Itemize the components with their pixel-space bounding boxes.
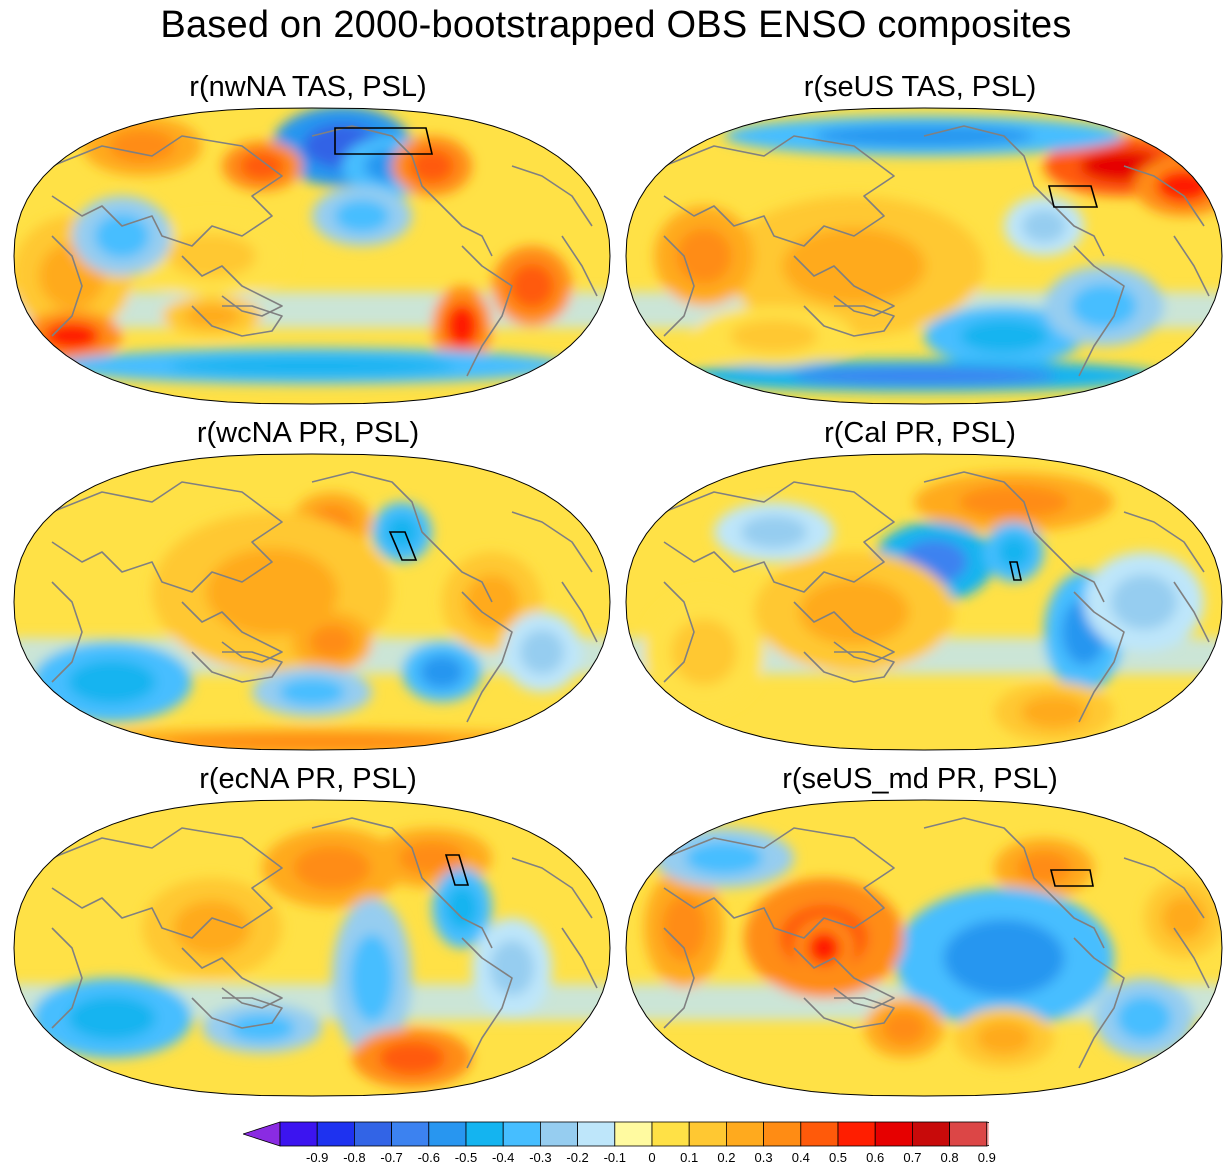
colorbar-swatch bbox=[912, 1121, 951, 1147]
colorbar-swatch bbox=[725, 1121, 764, 1147]
colorbar-swatch bbox=[837, 1121, 876, 1147]
colorbar-swatch bbox=[763, 1121, 802, 1147]
colorbar-swatch bbox=[614, 1121, 653, 1147]
map-panel-ecna-pr: r(ecNA PR, PSL) bbox=[8, 762, 611, 1107]
colorbar-tick-label: -0.1 bbox=[603, 1150, 626, 1165]
colorbar-tick-label: 0.7 bbox=[903, 1150, 922, 1165]
panel-title: r(ecNA PR, PSL) bbox=[199, 763, 417, 795]
panel-title: r(seUS TAS, PSL) bbox=[803, 71, 1037, 103]
panel-title: r(seUS_md PR, PSL) bbox=[782, 763, 1058, 795]
colorbar-tick-label: -0.4 bbox=[491, 1150, 515, 1165]
colorbar-swatch bbox=[502, 1121, 541, 1147]
colorbar-swatch bbox=[279, 1121, 318, 1147]
colorbar-tick-label: 0.6 bbox=[866, 1150, 885, 1165]
map-panel-nwna-tas: r(nwNA TAS, PSL) bbox=[8, 70, 611, 415]
colorbar-swatch bbox=[577, 1121, 616, 1147]
colorbar-tick-label: -0.9 bbox=[305, 1150, 329, 1165]
correlation-map bbox=[13, 453, 611, 751]
correlation-map bbox=[13, 107, 611, 405]
map-panel-seus-md-pr: r(seUS_md PR, PSL) bbox=[620, 762, 1223, 1107]
colorbar-tick-label: -0.3 bbox=[529, 1150, 552, 1165]
panel-title: r(wcNA PR, PSL) bbox=[196, 417, 420, 449]
colorbar-tick-label: -0.2 bbox=[566, 1150, 589, 1165]
colorbar-arrow-high bbox=[986, 1121, 989, 1147]
colorbar-tick-label: -0.6 bbox=[417, 1150, 440, 1165]
colorbar-swatch bbox=[391, 1121, 430, 1147]
colorbar-swatch bbox=[688, 1121, 727, 1147]
correlation-map bbox=[625, 799, 1223, 1097]
map-panel-cal-pr: r(Cal PR, PSL) bbox=[620, 416, 1223, 761]
map-panel-wcna-pr: r(wcNA PR, PSL) bbox=[8, 416, 611, 761]
colorbar-swatch bbox=[316, 1121, 355, 1147]
colorbar-tick-label: 0.5 bbox=[828, 1150, 848, 1165]
panel-title: r(nwNA TAS, PSL) bbox=[189, 71, 427, 103]
colorbar-tick-label: 0.9 bbox=[977, 1150, 996, 1165]
colorbar-tick-label: -0.8 bbox=[343, 1150, 366, 1165]
colorbar-tick-label: 0.4 bbox=[791, 1150, 810, 1165]
colorbar-swatch bbox=[465, 1121, 504, 1147]
colorbar-swatch bbox=[539, 1121, 578, 1147]
colorbar-tick-label: -0.5 bbox=[454, 1150, 478, 1165]
colorbar-tick-label: 0.3 bbox=[754, 1150, 773, 1165]
map-panel-seus-tas: r(seUS TAS, PSL) bbox=[620, 70, 1223, 415]
correlation-map bbox=[625, 453, 1223, 751]
colorbar-swatch bbox=[800, 1121, 839, 1147]
colorbar bbox=[243, 1121, 989, 1147]
colorbar-swatch bbox=[428, 1121, 467, 1147]
colorbar-tick-label: 0.1 bbox=[680, 1150, 699, 1165]
correlation-map bbox=[13, 799, 611, 1097]
panel-title: r(Cal PR, PSL) bbox=[824, 417, 1016, 449]
colorbar-tick-label: 0 bbox=[648, 1150, 656, 1165]
colorbar-swatch bbox=[354, 1121, 393, 1147]
figure-title: Based on 2000-bootstrapped OBS ENSO comp… bbox=[160, 4, 1072, 46]
colorbar-tick-label: 0.8 bbox=[940, 1150, 959, 1165]
colorbar-tick-label: -0.7 bbox=[380, 1150, 403, 1165]
colorbar-swatch bbox=[949, 1121, 988, 1147]
colorbar-tick-label: 0.2 bbox=[717, 1150, 736, 1165]
colorbar-arrow-low bbox=[243, 1121, 281, 1147]
colorbar-swatch bbox=[874, 1121, 913, 1147]
colorbar-swatch bbox=[651, 1121, 690, 1147]
correlation-map bbox=[625, 107, 1223, 405]
